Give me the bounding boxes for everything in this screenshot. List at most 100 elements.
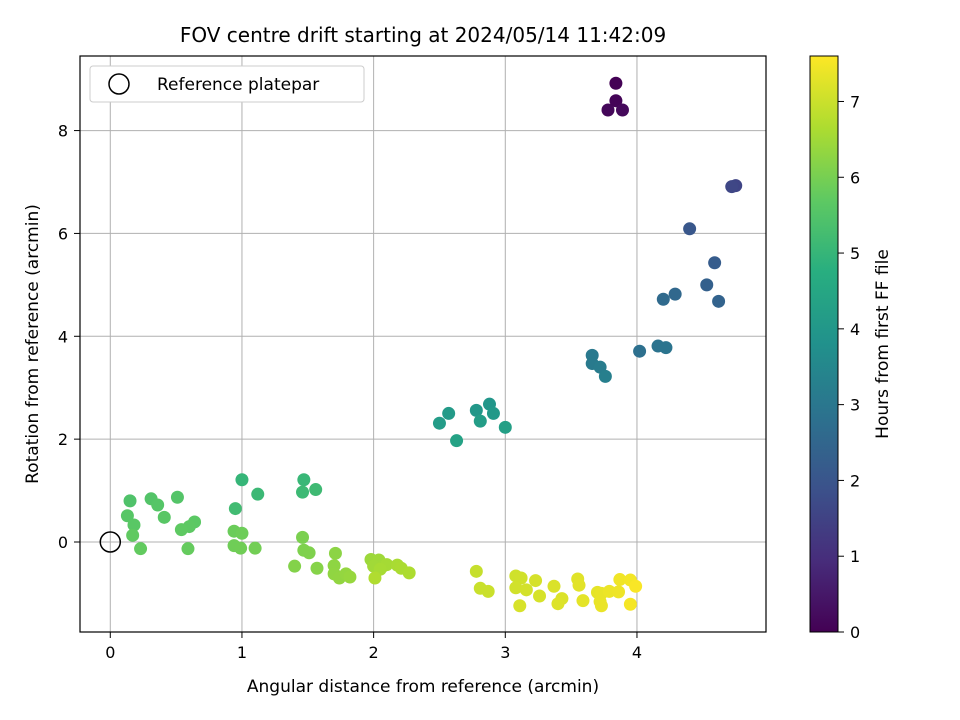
data-point — [659, 341, 673, 355]
colorbar-gradient — [809, 55, 839, 633]
colorbar-tick-label: 7 — [850, 92, 860, 111]
data-point — [481, 584, 495, 598]
data-point — [248, 541, 262, 555]
data-point — [486, 406, 500, 420]
data-point — [181, 542, 195, 556]
y-axis-ticks: 0 2 4 6 8 — [58, 122, 80, 552]
data-point — [469, 403, 483, 417]
data-point — [551, 597, 565, 611]
data-point — [228, 502, 242, 516]
colorbar-tick-label: 2 — [850, 471, 860, 490]
data-point — [668, 287, 682, 301]
colorbar-ticks: 0 1 2 3 4 5 6 7 — [838, 92, 860, 642]
data-point — [473, 414, 487, 428]
data-point — [127, 518, 141, 532]
data-point — [609, 94, 623, 108]
data-point — [629, 579, 643, 593]
x-axis-ticks: 0 1 2 3 4 — [105, 632, 642, 662]
colorbar-tick-label: 6 — [850, 168, 860, 187]
x-tick-label: 4 — [632, 643, 642, 662]
data-point — [700, 278, 714, 292]
data-point — [151, 498, 165, 512]
data-point — [296, 530, 310, 544]
data-point — [368, 571, 382, 585]
data-point — [609, 76, 623, 90]
legend-label: Reference platepar — [157, 75, 319, 95]
x-tick-label: 1 — [237, 643, 247, 662]
data-point — [288, 559, 302, 573]
data-point — [469, 564, 483, 578]
data-point — [251, 487, 265, 501]
data-point — [296, 485, 310, 499]
data-point — [613, 573, 627, 587]
data-point — [402, 566, 416, 580]
legend-marker-icon — [108, 73, 130, 95]
colorbar: 0 1 2 3 4 5 6 7 Hours from first FF file — [809, 55, 893, 642]
data-point — [708, 256, 722, 270]
data-point — [602, 584, 616, 598]
data-point — [633, 344, 647, 358]
data-point — [623, 597, 637, 611]
data-point — [235, 526, 249, 540]
grid-lines — [80, 56, 766, 632]
data-point — [174, 523, 188, 537]
plot-frame — [79, 55, 767, 633]
data-point — [123, 494, 137, 508]
data-point — [547, 579, 561, 593]
legend: Reference platepar — [89, 65, 365, 103]
colorbar-tick-label: 1 — [850, 547, 860, 566]
data-point — [297, 473, 311, 487]
data-point — [594, 599, 608, 613]
y-tick-label: 0 — [58, 533, 68, 552]
data-point — [450, 434, 464, 448]
data-point — [533, 589, 547, 603]
data-point — [310, 561, 324, 575]
data-point — [513, 599, 527, 613]
colorbar-tick-label: 5 — [850, 244, 860, 263]
data-point — [529, 574, 543, 588]
x-tick-label: 3 — [500, 643, 510, 662]
data-point — [126, 528, 140, 542]
data-point — [712, 294, 726, 308]
data-point — [656, 292, 670, 306]
colorbar-tick-label: 0 — [850, 623, 860, 642]
data-points — [120, 76, 743, 613]
colorbar-tick-label: 3 — [850, 396, 860, 415]
data-point — [576, 594, 590, 608]
data-point — [120, 509, 134, 523]
reference-marker — [99, 531, 122, 553]
y-tick-label: 6 — [58, 224, 68, 243]
data-point — [134, 542, 148, 556]
data-point — [343, 570, 357, 584]
data-point — [302, 546, 316, 560]
y-axis-label: Rotation from reference (arcmin) — [23, 204, 43, 484]
data-point — [157, 510, 171, 524]
y-tick-label: 4 — [58, 327, 68, 346]
colorbar-tick-label: 4 — [850, 320, 860, 339]
data-point — [235, 473, 249, 487]
colorbar-label: Hours from first FF file — [873, 249, 893, 439]
data-point — [309, 483, 323, 497]
data-point — [432, 416, 446, 430]
x-tick-label: 2 — [369, 643, 379, 662]
chart-title: FOV centre drift starting at 2024/05/14 … — [180, 23, 666, 47]
data-point — [725, 180, 739, 194]
data-point — [234, 541, 248, 555]
legend-box — [89, 65, 365, 103]
data-point — [170, 490, 184, 504]
data-point — [509, 581, 523, 595]
data-point — [498, 420, 512, 434]
data-point — [683, 222, 697, 236]
data-point — [601, 103, 615, 117]
data-point — [598, 369, 612, 383]
data-point — [615, 103, 629, 117]
x-tick-label: 0 — [105, 643, 115, 662]
x-axis-label: Angular distance from reference (arcmin) — [247, 677, 599, 697]
y-tick-label: 8 — [58, 122, 68, 141]
data-point — [572, 578, 586, 592]
data-point — [612, 585, 626, 599]
y-tick-label: 2 — [58, 430, 68, 449]
data-point — [442, 406, 456, 420]
data-point — [514, 571, 528, 585]
